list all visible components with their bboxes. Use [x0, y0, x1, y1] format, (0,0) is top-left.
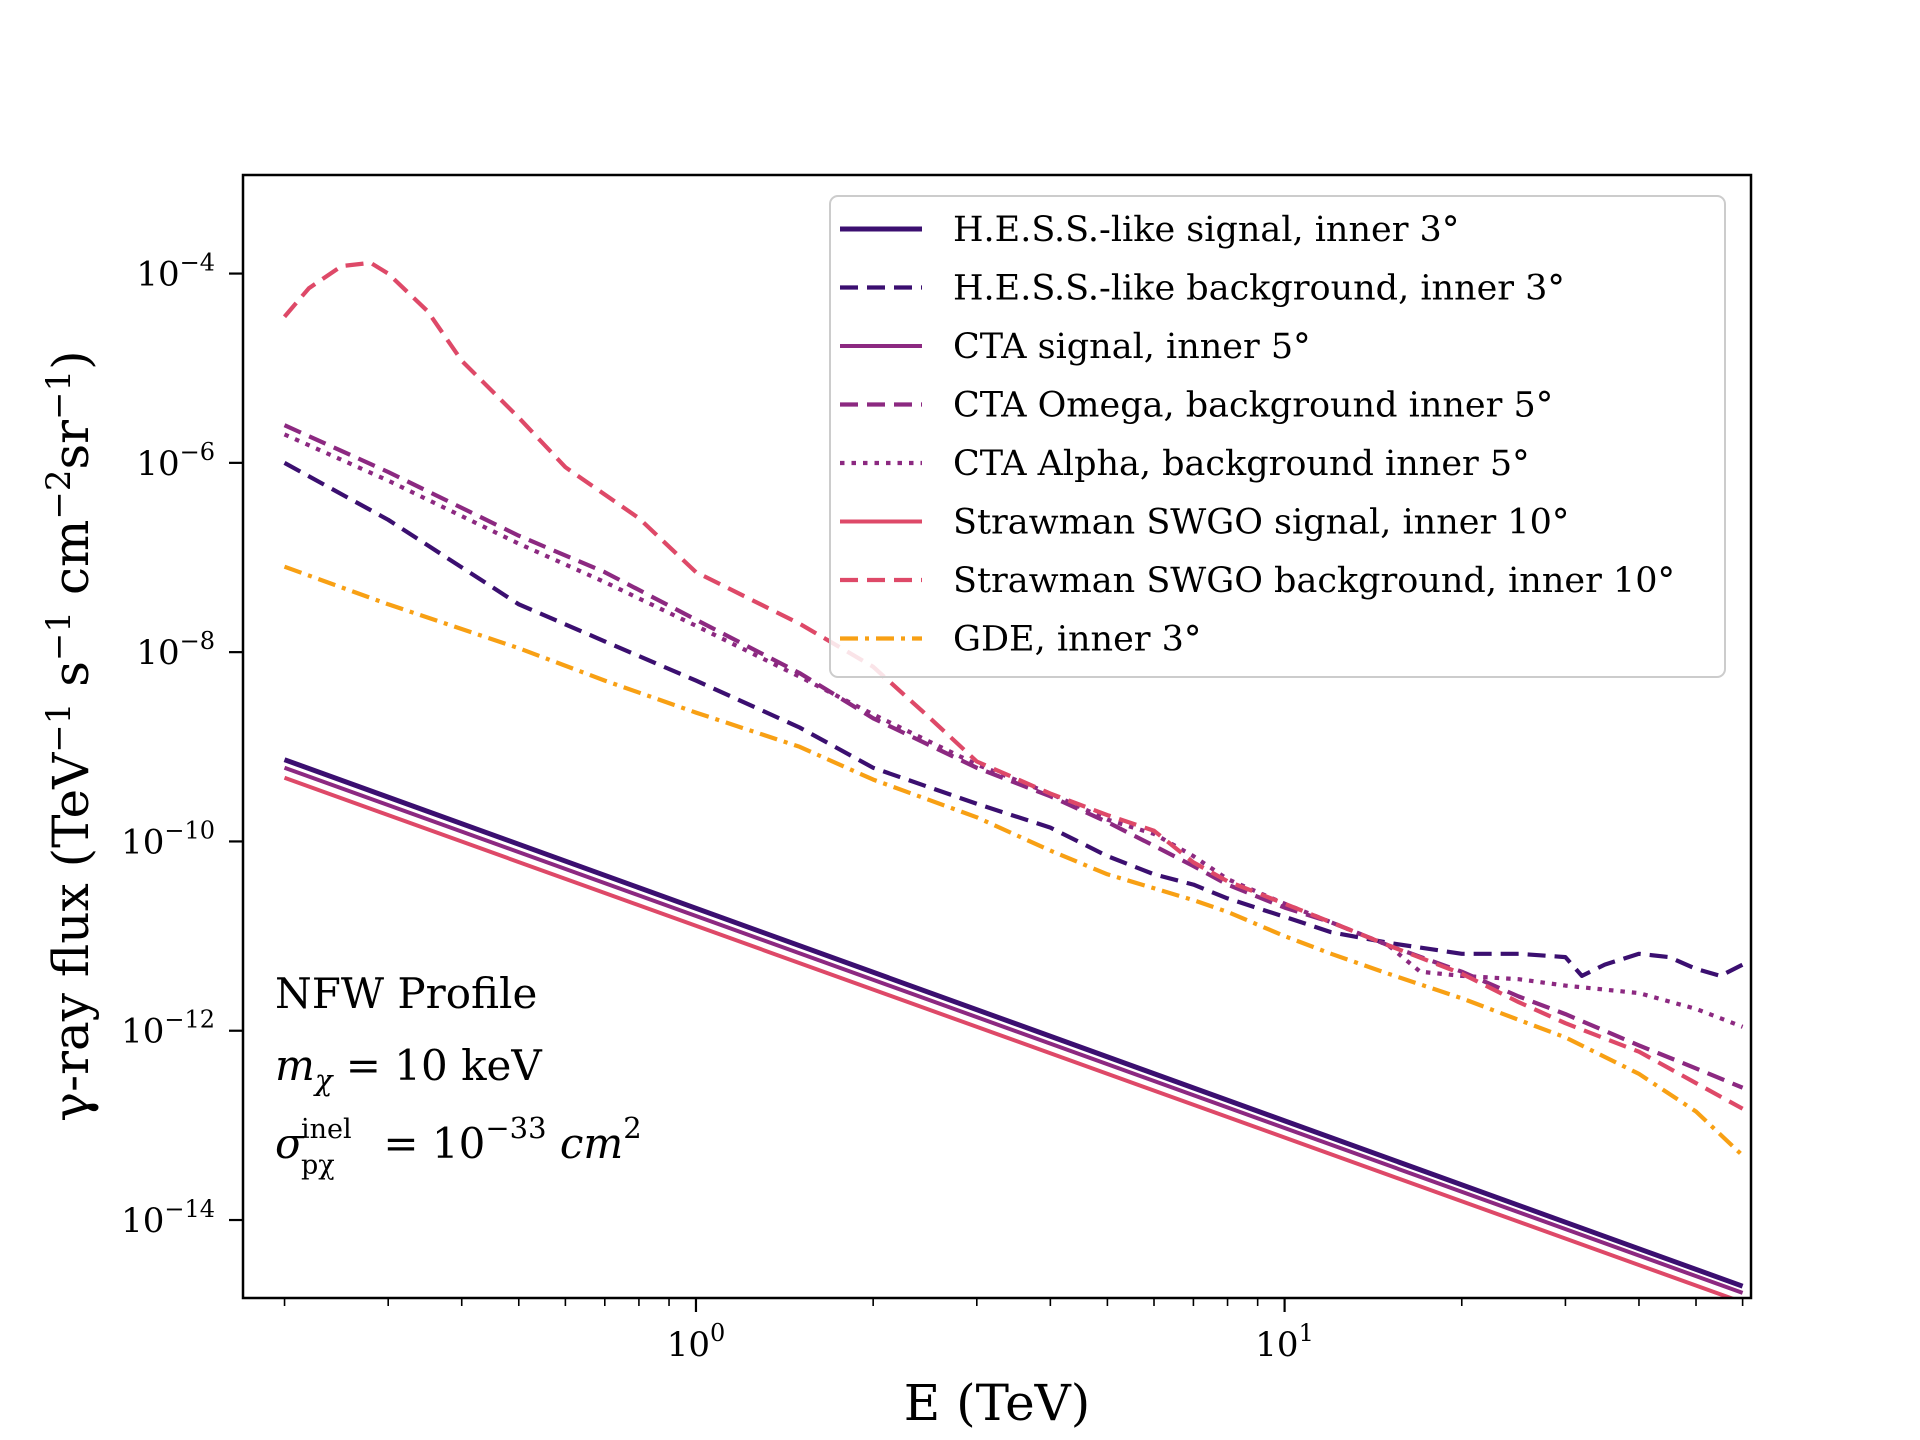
series-line-7 — [282, 260, 1744, 1111]
legend-label: CTA Alpha, background inner 5° — [953, 444, 1530, 484]
y-axis-label: γ-ray flux (TeV−1 s−1 cm−2sr−1) — [39, 350, 100, 1121]
series-line-3 — [283, 765, 1744, 1295]
annotation-profile: NFW Profile — [275, 969, 537, 1018]
x-axis-ticks: 100 101 — [283, 1298, 1744, 1365]
series-line-8 — [283, 564, 1745, 1158]
y-tick-label: 10−10 — [121, 816, 215, 862]
x-axis-label: E (TeV) — [904, 1374, 1091, 1432]
legend-label: Strawman SWGO background, inner 10° — [953, 561, 1675, 601]
series-line-2 — [283, 461, 1744, 978]
legend-label: GDE, inner 3° — [953, 620, 1201, 660]
annotation-mass: mχ = 10 keV — [275, 1041, 542, 1097]
y-tick-label: 10−4 — [136, 249, 215, 295]
x-tick-label: 101 — [1255, 1319, 1314, 1365]
legend-label: H.E.S.S.-like signal, inner 3° — [953, 210, 1459, 250]
series-line-1 — [283, 757, 1744, 1289]
legend: H.E.S.S.-like signal, inner 3° H.E.S.S.-l… — [829, 195, 1726, 678]
annotation-cross-section: σinel pχ = 10−33 cm2 — [275, 1111, 642, 1181]
x-tick-label: 100 — [667, 1319, 726, 1365]
y-tick-label: 10−14 — [121, 1195, 215, 1241]
legend-label: CTA Omega, background inner 5° — [953, 386, 1553, 426]
series-line-4 — [283, 423, 1744, 1090]
y-axis-ticks: 10−4 10−6 10−8 10−10 10−12 10−14 — [121, 249, 243, 1241]
legend-label: Strawman SWGO signal, inner 10° — [953, 503, 1569, 543]
legend-label: H.E.S.S.-like background, inner 3° — [953, 269, 1565, 309]
y-tick-label: 10−12 — [121, 1006, 215, 1052]
y-tick-label: 10−8 — [136, 627, 215, 673]
plot-frame — [241, 173, 1753, 1300]
series-layer — [282, 260, 1745, 1298]
legend-label: CTA signal, inner 5° — [953, 327, 1311, 367]
series-line-6 — [283, 775, 1737, 1298]
legend-box — [829, 195, 1726, 678]
y-tick-label: 10−6 — [136, 438, 215, 484]
series-line-5 — [283, 432, 1744, 1029]
annotation-block: NFW Profile mχ = 10 keV σinel pχ = 10−33 … — [275, 969, 642, 1181]
